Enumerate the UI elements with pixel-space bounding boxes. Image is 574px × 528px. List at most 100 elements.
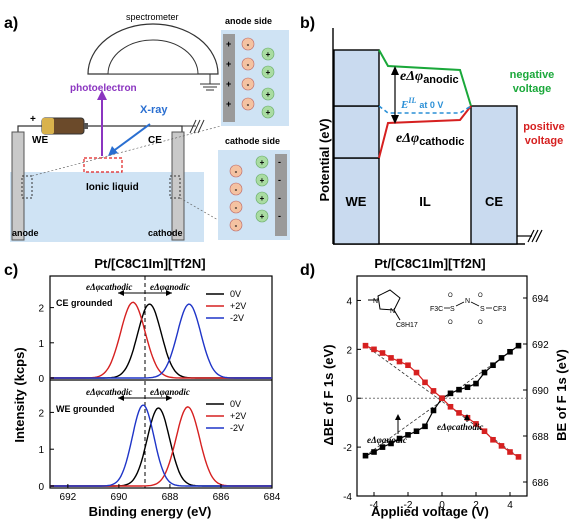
cation-ion (255, 209, 269, 223)
positive-voltage-label-2: voltage (525, 135, 564, 147)
cathode-charge: - (278, 211, 281, 221)
panel-d-title: Pt/[C8C1Im][Tf2N] (374, 256, 485, 271)
anion-ion (241, 77, 255, 91)
c-top-anodic: eΔφanodic (150, 282, 190, 292)
spectrum--2V (50, 404, 272, 487)
c-top-arrow-right (166, 290, 172, 296)
svg-text:S: S (480, 306, 485, 313)
c-top-cathodic: eΔφcathodic (86, 282, 132, 292)
data-point-red (396, 358, 403, 365)
we-zoom-box (21, 175, 33, 199)
svg-text:C8H17: C8H17 (396, 322, 418, 329)
data-point-black (456, 386, 462, 393)
anion-ion (229, 218, 243, 232)
cathode-charge: - (278, 157, 281, 167)
data-point-black (447, 390, 454, 397)
panel-b-ce: CE (485, 194, 503, 209)
anion-sign: - (247, 40, 250, 49)
anode-charge: + (226, 79, 231, 89)
cation-ion (255, 173, 269, 187)
svg-text:N: N (373, 298, 378, 305)
panel-c-title: Pt/[C8C1Im][Tf2N] (94, 256, 205, 271)
x-tick-label: 0 (439, 500, 445, 511)
y-tick-label: 0 (38, 482, 44, 493)
data-point-black (473, 380, 479, 387)
data-point-black (413, 428, 420, 435)
anode-inset-electrode (223, 34, 235, 122)
panel-c-legend-top: 0V +2V -2V (206, 289, 246, 323)
y-tick-label-left: 4 (346, 296, 352, 307)
legend-label: -2V (230, 423, 244, 433)
positive-voltage-line (378, 105, 472, 159)
legend-label: 0V (230, 289, 241, 299)
cation-sign: + (260, 194, 265, 203)
data-point-black (396, 435, 403, 442)
ionic-liquid-label: Ionic liquid (86, 182, 139, 193)
ce-label: CE (148, 135, 162, 146)
y-tick-label: 1 (38, 445, 44, 456)
panel-c-xlabel: Binding energy (eV) (89, 504, 212, 519)
anion-sign: - (247, 80, 250, 89)
battery-terminal (84, 123, 88, 129)
panel-d-ylabel-right: BE of F 1s (eV) (554, 349, 569, 441)
d-anodic-label: eΔφanodic (367, 435, 407, 445)
panel-c-letter: c) (4, 262, 18, 279)
legend-label: 0V (230, 399, 241, 409)
panel-c-curves (50, 301, 272, 487)
c-bot-arrow-left (118, 395, 124, 401)
anion-sign: - (235, 167, 238, 176)
panel-b-letter: b) (300, 15, 315, 32)
data-point-black (379, 444, 386, 450)
y-tick-label-right: 692 (532, 340, 549, 351)
b-anodic-label: eΔφanodic (400, 69, 459, 86)
spectrometer-label: spectrometer (126, 12, 179, 22)
y-tick-label-right: 688 (532, 432, 549, 443)
c-bot-anodic: eΔφanodic (150, 387, 190, 397)
d-anodic-arrowhead (395, 414, 401, 420)
svg-text:N: N (465, 298, 470, 305)
ce-ground-2 (193, 119, 201, 134)
panel-d: d) Pt/[C8C1Im][Tf2N] ΔBE of F 1s (eV) BE… (300, 256, 569, 519)
y-tick-label-left: 2 (346, 345, 352, 356)
cathode-charge: - (278, 175, 281, 185)
data-point-black (362, 452, 369, 459)
anion-sign: - (247, 100, 250, 109)
panel-c-ticks: 692 690 688 686 684 0 1 2 0 1 2 (38, 304, 280, 503)
negative-voltage-label-2: voltage (513, 83, 552, 95)
panel-b-il: IL (419, 194, 431, 209)
x-tick-label: -2 (404, 500, 413, 511)
d-cathodic-label: eΔφcathodic (437, 422, 483, 432)
data-point-red (439, 395, 445, 402)
data-point-black (430, 407, 437, 414)
y-tick-label: 2 (38, 304, 44, 315)
cation-ion (261, 87, 275, 101)
svg-text:O: O (448, 293, 453, 299)
y-tick-label: 0 (38, 374, 44, 385)
cation-sign: + (266, 108, 271, 117)
data-point-black (515, 342, 522, 349)
we-electrode (11, 131, 25, 241)
cathode-charge: - (278, 193, 281, 203)
xray-spot (83, 157, 123, 173)
positive-voltage-label-1: positive (523, 121, 565, 133)
panel-c-top-label: CE grounded (56, 298, 113, 308)
cation-sign: + (266, 90, 271, 99)
x-tick-label: 690 (111, 492, 128, 503)
data-point-black (464, 384, 471, 391)
panel-b-ylabel: Potential (eV) (317, 118, 332, 201)
panel-c-legend-bottom: 0V +2V -2V (206, 399, 246, 433)
anode-charge: + (226, 59, 231, 69)
x-tick-label: 686 (213, 492, 230, 503)
x-tick-label: 692 (60, 492, 77, 503)
photoelectron-label: photoelectron (70, 83, 137, 94)
data-point-black (490, 362, 496, 369)
data-point-red (456, 410, 462, 416)
battery-plus: + (30, 114, 36, 125)
svg-text:O: O (478, 320, 483, 326)
svg-text:O: O (478, 293, 483, 299)
cation-sign: + (260, 212, 265, 221)
cathode-label: cathode (148, 228, 183, 238)
anode-label: anode (12, 228, 39, 238)
data-point-black (507, 348, 513, 355)
